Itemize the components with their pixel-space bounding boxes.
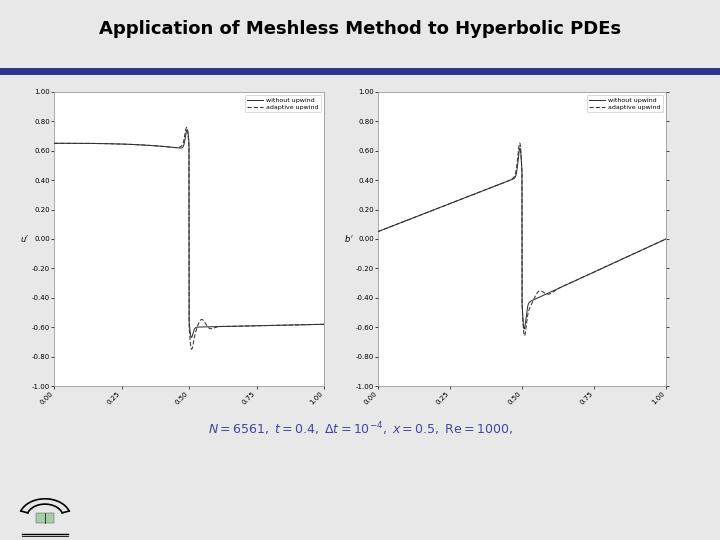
Y-axis label: $b'$: $b'$ xyxy=(344,233,354,245)
Y-axis label: $u'$: $u'$ xyxy=(20,233,30,245)
Bar xyxy=(36,514,54,523)
Legend: without upwind, adaptive upwind: without upwind, adaptive upwind xyxy=(245,95,321,112)
Text: $N = 6561,\; t = 0.4,\; \Delta t = 10^{-4},\; x = 0.5,\; \mathrm{Re}= 1000,$: $N = 6561,\; t = 0.4,\; \Delta t = 10^{-… xyxy=(207,421,513,438)
Legend: without upwind, adaptive upwind: without upwind, adaptive upwind xyxy=(587,95,663,112)
Text: Application of Meshless Method to Hyperbolic PDEs: Application of Meshless Method to Hyperb… xyxy=(99,20,621,38)
